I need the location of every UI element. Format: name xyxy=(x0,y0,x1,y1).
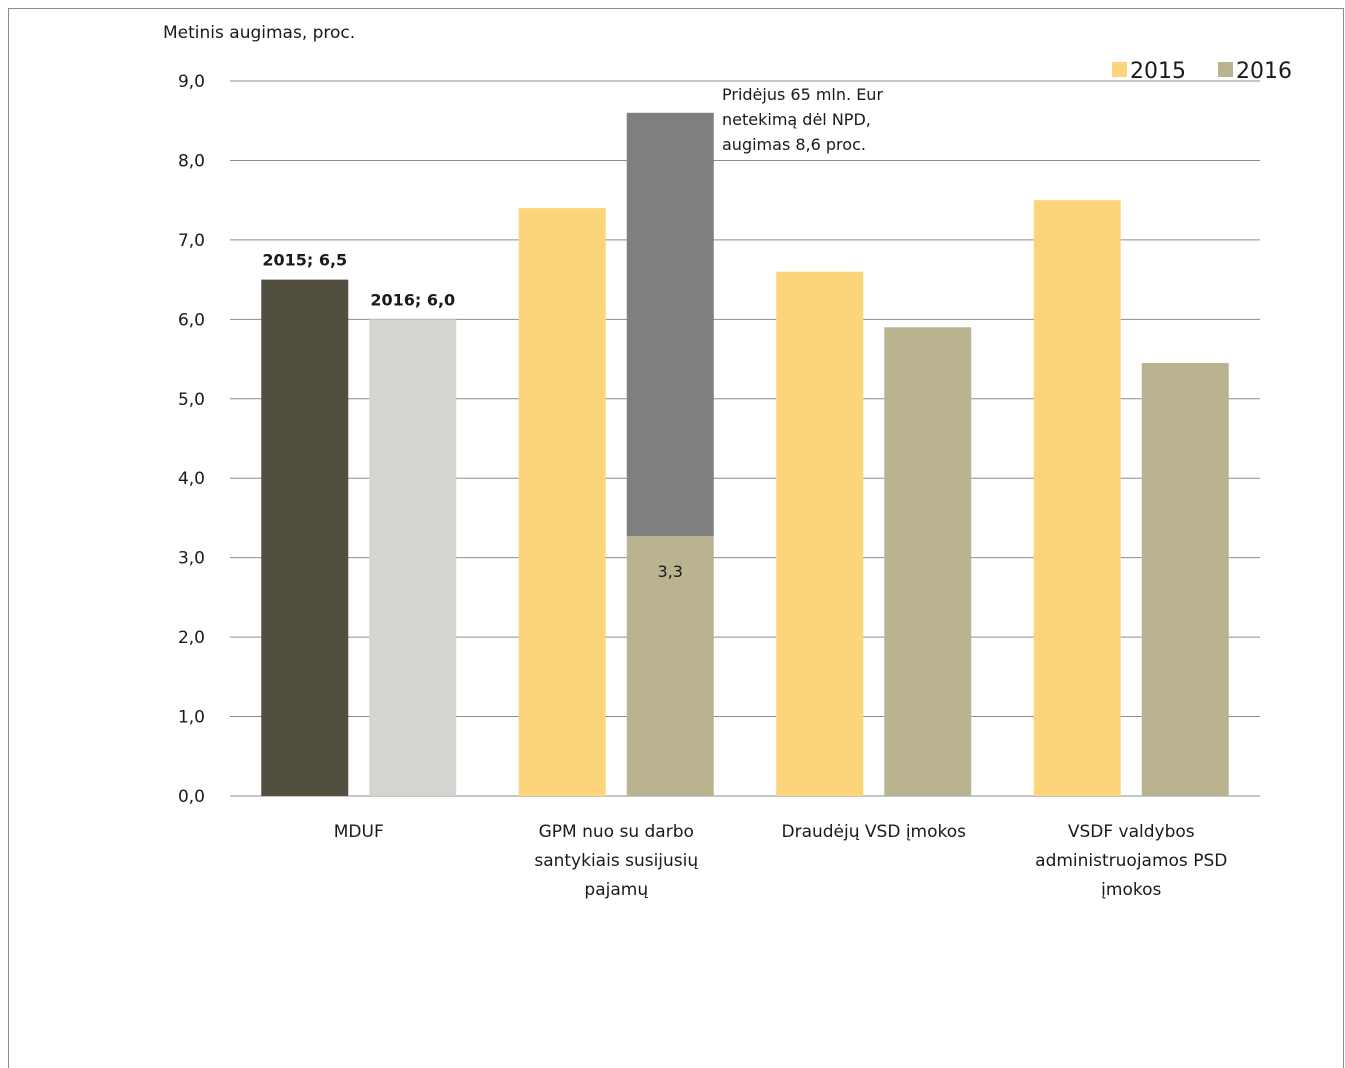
chart-frame xyxy=(8,8,1344,1068)
x-category-label: Draudėjų VSD įmokos xyxy=(781,822,966,842)
data-label-1: 2016; 6,0 xyxy=(370,290,455,309)
y-tick-label: 5,0 xyxy=(178,390,205,410)
y-axis-title: Metinis augimas, proc. xyxy=(163,23,355,43)
x-category-label: GPM nuo su darbo xyxy=(539,822,694,842)
y-tick-label: 7,0 xyxy=(178,231,205,251)
data-label-2: 3,3 xyxy=(658,562,683,581)
bar-extra-segment xyxy=(626,112,714,537)
annotation-line: Pridėjus 65 mln. Eur xyxy=(722,85,883,104)
bar-2015-1 xyxy=(518,208,606,797)
y-tick-label: 0,0 xyxy=(178,787,205,807)
bar-2016-0 xyxy=(369,319,457,796)
bar-2015-0 xyxy=(261,279,349,797)
annotation-line: netekimą dėl NPD, xyxy=(722,110,871,129)
bar-2016-3 xyxy=(1141,363,1229,796)
bar-2016-1 xyxy=(626,536,714,796)
y-tick-label: 8,0 xyxy=(178,151,205,171)
y-tick-label: 9,0 xyxy=(178,72,205,92)
x-category-label: administruojamos PSD xyxy=(1035,851,1227,871)
y-tick-label: 3,0 xyxy=(178,549,205,569)
y-tick-label: 4,0 xyxy=(178,469,205,489)
x-category-label: MDUF xyxy=(334,822,384,842)
x-category-label: įmokos xyxy=(1101,880,1161,900)
y-tick-label: 6,0 xyxy=(178,310,205,330)
bar-2016-2 xyxy=(884,327,972,796)
legend-label-2015: 2015 xyxy=(1130,59,1186,84)
legend-label-2016: 2016 xyxy=(1236,59,1292,84)
x-category-label: pajamų xyxy=(584,880,648,900)
x-category-label: VSDF valdybos xyxy=(1068,822,1195,842)
bar-2015-3 xyxy=(1033,200,1121,796)
bar-chart: Metinis augimas, proc. 0,0 1,0 2,0 3,0 4,0 5,0… xyxy=(163,23,1292,900)
legend-swatch-2016 xyxy=(1218,62,1233,77)
annotation-line: augimas 8,6 proc. xyxy=(722,135,866,154)
bar-2015-2 xyxy=(776,271,864,797)
y-tick-label: 2,0 xyxy=(178,628,205,648)
legend-swatch-2015 xyxy=(1112,62,1127,77)
x-category-label: santykiais susijusių xyxy=(534,851,698,871)
data-label-0: 2015; 6,5 xyxy=(262,251,347,270)
y-tick-label: 1,0 xyxy=(178,708,205,728)
